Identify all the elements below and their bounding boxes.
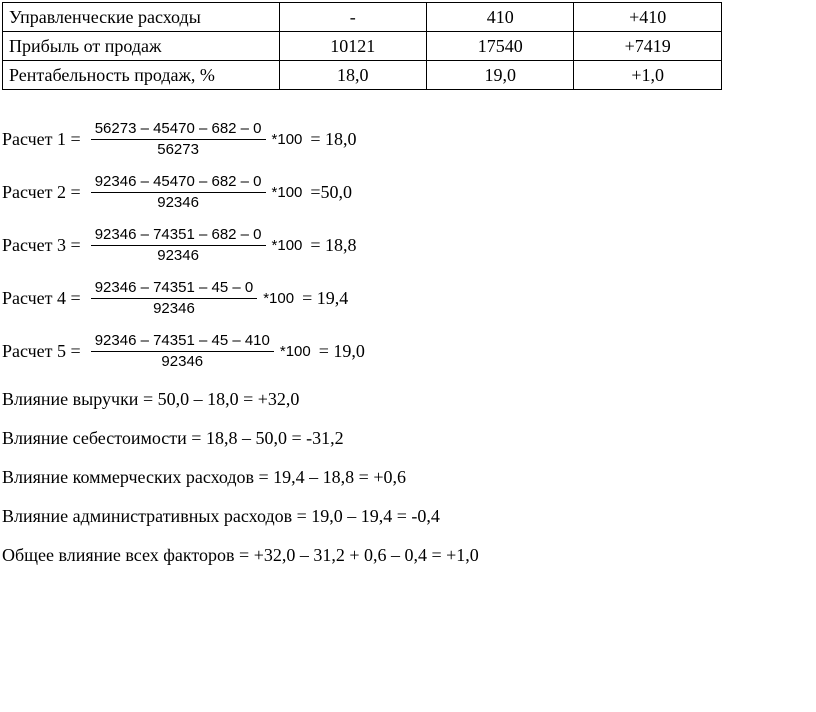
cell-value: 19,0 xyxy=(426,61,573,90)
calc-result: =50,0 xyxy=(310,182,352,204)
denominator: 92346 xyxy=(149,299,199,318)
data-table: Управленческие расходы - 410 +410 Прибыл… xyxy=(2,2,722,90)
calc-row-1: Расчет 1 = 56273 – 45470 – 682 – 0 56273… xyxy=(2,120,814,159)
times-100: *100 xyxy=(263,290,294,308)
influence-line: Влияние административных расходов = 19,0… xyxy=(2,506,814,527)
calc-result: = 18,0 xyxy=(310,129,356,151)
cell-label: Рентабельность продаж, % xyxy=(3,61,280,90)
cell-value: - xyxy=(279,3,426,32)
fraction: 92346 – 74351 – 682 – 0 92346 xyxy=(91,226,266,265)
calc-label: Расчет 4 = xyxy=(2,288,81,310)
denominator: 92346 xyxy=(157,352,207,371)
influence-line: Общее влияние всех факторов = +32,0 – 31… xyxy=(2,545,814,566)
cell-value: +7419 xyxy=(574,32,722,61)
calc-label: Расчет 3 = xyxy=(2,235,81,257)
fraction: 92346 – 74351 – 45 – 410 92346 xyxy=(91,332,274,371)
calc-result: = 18,8 xyxy=(310,235,356,257)
denominator: 92346 xyxy=(153,193,203,212)
numerator: 92346 – 74351 – 45 – 0 xyxy=(91,279,257,299)
calc-row-3: Расчет 3 = 92346 – 74351 – 682 – 0 92346… xyxy=(2,226,814,265)
calc-label: Расчет 5 = xyxy=(2,341,81,363)
denominator: 92346 xyxy=(153,246,203,265)
calc-result: = 19,0 xyxy=(319,341,365,363)
influence-line: Влияние выручки = 50,0 – 18,0 = +32,0 xyxy=(2,389,814,410)
times-100: *100 xyxy=(272,131,303,149)
times-100: *100 xyxy=(272,184,303,202)
cell-value: 10121 xyxy=(279,32,426,61)
numerator: 92346 – 74351 – 45 – 410 xyxy=(91,332,274,352)
influence-line: Влияние себестоимости = 18,8 – 50,0 = -3… xyxy=(2,428,814,449)
calc-row-5: Расчет 5 = 92346 – 74351 – 45 – 410 9234… xyxy=(2,332,814,371)
calc-row-4: Расчет 4 = 92346 – 74351 – 45 – 0 92346 … xyxy=(2,279,814,318)
times-100: *100 xyxy=(280,343,311,361)
cell-label: Прибыль от продаж xyxy=(3,32,280,61)
cell-value: 17540 xyxy=(426,32,573,61)
influence-line: Влияние коммерческих расходов = 19,4 – 1… xyxy=(2,467,814,488)
fraction: 92346 – 74351 – 45 – 0 92346 xyxy=(91,279,257,318)
table-row: Рентабельность продаж, % 18,0 19,0 +1,0 xyxy=(3,61,722,90)
calc-label: Расчет 1 = xyxy=(2,129,81,151)
calc-result: = 19,4 xyxy=(302,288,348,310)
cell-label: Управленческие расходы xyxy=(3,3,280,32)
numerator: 92346 – 74351 – 682 – 0 xyxy=(91,226,266,246)
calc-label: Расчет 2 = xyxy=(2,182,81,204)
calc-row-2: Расчет 2 = 92346 – 45470 – 682 – 0 92346… xyxy=(2,173,814,212)
numerator: 92346 – 45470 – 682 – 0 xyxy=(91,173,266,193)
table-row: Управленческие расходы - 410 +410 xyxy=(3,3,722,32)
numerator: 56273 – 45470 – 682 – 0 xyxy=(91,120,266,140)
table-row: Прибыль от продаж 10121 17540 +7419 xyxy=(3,32,722,61)
fraction: 92346 – 45470 – 682 – 0 92346 xyxy=(91,173,266,212)
cell-value: +410 xyxy=(574,3,722,32)
denominator: 56273 xyxy=(153,140,203,159)
times-100: *100 xyxy=(272,237,303,255)
cell-value: 18,0 xyxy=(279,61,426,90)
cell-value: 410 xyxy=(426,3,573,32)
fraction: 56273 – 45470 – 682 – 0 56273 xyxy=(91,120,266,159)
cell-value: +1,0 xyxy=(574,61,722,90)
